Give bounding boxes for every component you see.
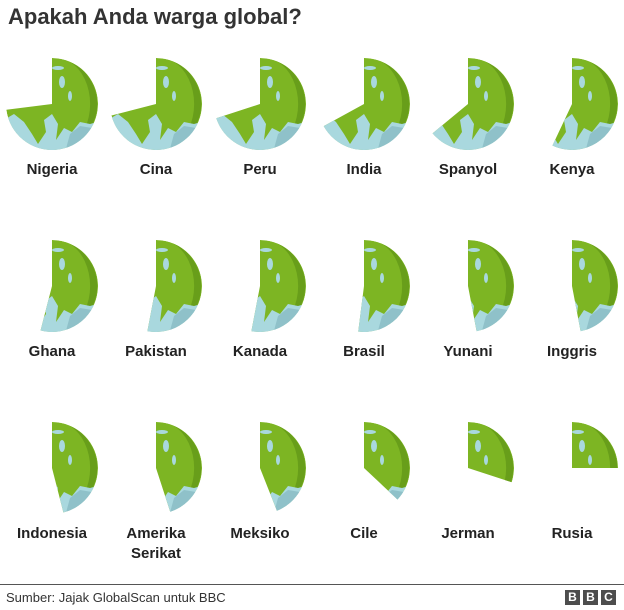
source-note: Sumber: Jajak GlobalScan untuk BBC	[6, 590, 226, 605]
logo-letter: B	[583, 590, 598, 605]
globe-wedge	[468, 422, 514, 483]
globe-wedge	[552, 58, 619, 150]
globe-wedge	[364, 422, 410, 500]
globe-wedge	[432, 58, 515, 151]
globe-wedge	[147, 240, 202, 332]
globe-wedge-chart	[260, 422, 306, 511]
country-label: Meksiko	[230, 525, 290, 542]
globe-wedge	[358, 240, 410, 332]
country-label: Inggris	[546, 343, 597, 360]
globe-wedge-chart	[358, 240, 410, 332]
globe-wedge-chart	[216, 58, 307, 150]
globe-wedge-chart	[552, 58, 619, 150]
globe-wedge	[468, 240, 515, 332]
globe-wedge-chart	[364, 422, 410, 500]
globe-wedge-chart	[251, 240, 306, 332]
globe-wedge	[572, 240, 619, 332]
country-label: Ghana	[28, 343, 76, 360]
globe-wedge	[251, 240, 306, 332]
globe-wedge-chart	[156, 422, 202, 512]
globe-wedge	[216, 58, 307, 150]
globe-wedge-chart	[468, 240, 515, 332]
country-label: Indonesia	[16, 525, 87, 542]
country-label: Brasil	[343, 343, 385, 360]
country-label: Cina	[139, 161, 173, 178]
country-label: Peru	[243, 161, 277, 178]
country-label: Pakistan	[125, 343, 187, 360]
chart-title: Apakah Anda warga global?	[8, 4, 302, 29]
globe-wedge	[572, 422, 618, 468]
country-label: Cile	[350, 525, 378, 542]
globe-wedge-chart	[52, 422, 98, 513]
country-label: Yunani	[443, 343, 493, 360]
globe-wedge	[6, 58, 98, 151]
globe-wedge	[156, 422, 202, 512]
globe-wedge	[323, 58, 411, 151]
globe-wedge-chart	[111, 58, 203, 151]
globe-wedge-chart	[6, 58, 98, 151]
globe-wedge	[111, 58, 203, 151]
globe-wedge-chart	[40, 240, 99, 333]
globe-wedge-chart	[432, 58, 515, 151]
globe-wedge	[40, 240, 99, 333]
country-label: India	[346, 161, 382, 178]
globe-wedge-chart	[572, 240, 619, 332]
bbc-logo: B B C	[565, 590, 616, 605]
country-label: Jerman	[441, 525, 495, 542]
country-label: Rusia	[551, 525, 593, 542]
country-label: Spanyol	[438, 161, 498, 178]
globe-wedge	[260, 422, 306, 511]
country-label: Amerika Serikat	[126, 525, 186, 562]
globe-wedge-chart	[468, 422, 514, 483]
country-label: Kenya	[549, 161, 595, 178]
globe-wedge-chart	[323, 58, 411, 151]
globe-wedge-chart	[147, 240, 202, 332]
logo-letter: B	[565, 590, 580, 605]
footer-divider	[0, 584, 624, 585]
country-label: Kanada	[232, 343, 288, 360]
globe-wedge	[52, 422, 98, 513]
globe-wedge-chart	[572, 422, 618, 468]
country-label: Nigeria	[26, 161, 78, 178]
logo-letter: C	[601, 590, 616, 605]
globe-grid: Nigeria Cina Peru India Spanyol Kenya Ghana Pak…	[6, 58, 619, 562]
